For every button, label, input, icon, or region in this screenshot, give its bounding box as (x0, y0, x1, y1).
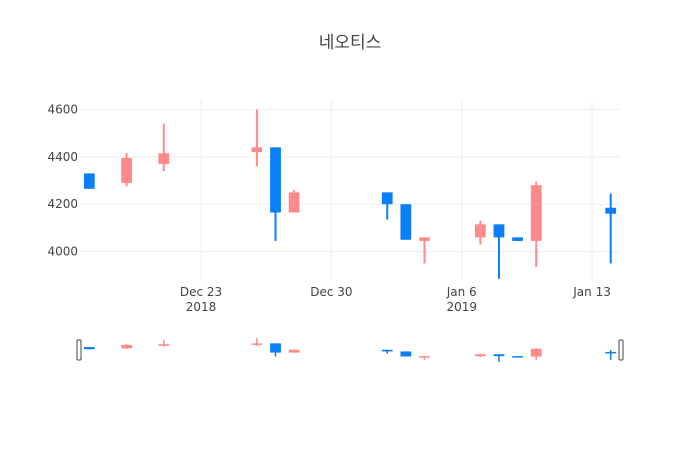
x-tick-label: Dec 30 (310, 285, 352, 299)
slider-candle (251, 338, 263, 347)
candle-increasing (419, 237, 430, 264)
candle-decreasing (270, 147, 281, 241)
candle-body (251, 147, 263, 153)
range-slider-left-handle[interactable] (76, 339, 82, 361)
slider-candle-body (419, 356, 430, 358)
candle-body (493, 224, 505, 238)
candle-body (121, 158, 132, 183)
slider-candle (530, 348, 542, 361)
candle-body (158, 153, 170, 164)
slider-candle (288, 349, 300, 353)
candle-body (83, 173, 95, 189)
y-tick-label: 4400 (47, 150, 78, 164)
candle-increasing (288, 190, 300, 213)
candle-body (270, 147, 281, 213)
x-tick-label: Dec 23 (180, 285, 222, 299)
slider-candle-body (493, 354, 505, 357)
slider-candle-body (474, 354, 486, 357)
slider-candle-body (158, 344, 170, 346)
candle-decreasing (400, 204, 412, 240)
candle-layer (83, 109, 617, 279)
candle-increasing (530, 181, 542, 267)
x-tick-year-label: 2019 (446, 300, 477, 314)
candle-increasing (251, 109, 263, 167)
candle-body (288, 192, 300, 213)
slider-candle (512, 356, 523, 358)
candle-body (512, 237, 523, 241)
slider-candle (270, 343, 281, 357)
slider-candle-body (270, 343, 281, 353)
range-slider[interactable] (76, 338, 624, 362)
y-tick-label: 4200 (47, 197, 78, 211)
slider-candle-body (400, 351, 412, 357)
y-tick-label: 4000 (47, 245, 78, 259)
slider-candle (158, 340, 170, 347)
slider-candle-body (605, 351, 617, 354)
slider-candle (83, 347, 95, 350)
candle-body (530, 185, 542, 241)
slider-candle-body (530, 348, 542, 357)
x-tick-year-label: 2018 (186, 300, 217, 314)
candle-decreasing (512, 237, 523, 241)
slider-candle-body (512, 356, 523, 358)
range-slider-right-handle[interactable] (618, 339, 624, 361)
slider-candle-body (251, 343, 263, 345)
slider-candle (474, 353, 486, 358)
slider-candle-body (381, 349, 393, 352)
candle-decreasing (381, 192, 393, 220)
candle-body (474, 224, 486, 238)
candle-decreasing (605, 193, 617, 264)
candle-body (381, 192, 393, 205)
candle-increasing (158, 123, 170, 172)
slider-candle-body (121, 344, 132, 349)
slider-candle (605, 349, 617, 360)
candle-body (419, 237, 430, 241)
slider-candle (400, 351, 412, 357)
candle-increasing (474, 220, 486, 245)
chart-title: 네오티스 (319, 33, 382, 53)
slider-candle-body (83, 347, 95, 350)
x-tick-label: Jan 13 (572, 285, 611, 299)
candle-decreasing (83, 173, 95, 189)
candle-body (605, 207, 617, 214)
slider-candle (419, 356, 430, 360)
x-tick-label: Jan 6 (446, 285, 477, 299)
slider-candle (121, 344, 132, 349)
candle-decreasing (493, 224, 505, 279)
candle-body (400, 204, 412, 240)
candle-increasing (121, 153, 132, 187)
slider-candle (381, 349, 393, 354)
slider-candle (493, 354, 505, 362)
grid-layer (80, 100, 620, 280)
slider-candle-body (288, 349, 300, 353)
y-tick-label: 4600 (47, 102, 78, 116)
